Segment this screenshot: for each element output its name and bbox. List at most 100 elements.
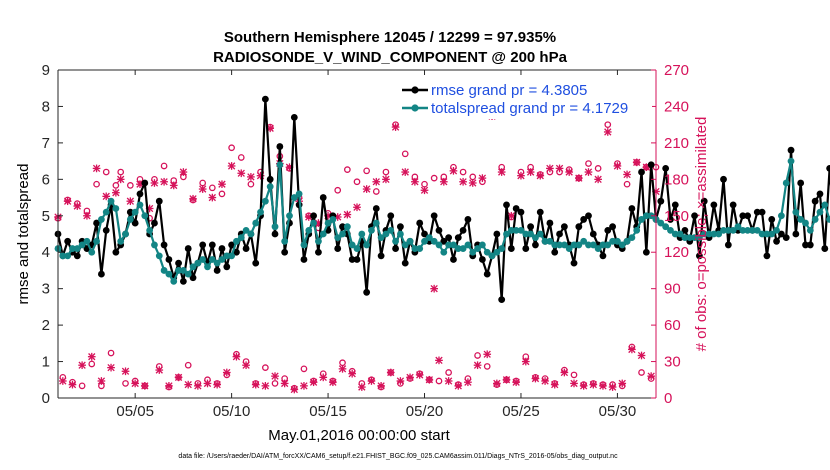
spread-point — [136, 201, 144, 209]
spread-point — [609, 237, 616, 245]
spread-point — [271, 223, 279, 231]
obs-assimilated-point — [92, 164, 101, 173]
rmse-point — [155, 197, 163, 205]
x-tick-label: 05/30 — [599, 403, 637, 420]
rmse-point — [392, 245, 399, 252]
obs-assimilated-point — [546, 164, 554, 173]
y-left-tick-label: 2 — [42, 317, 50, 334]
rmse-point — [556, 230, 563, 238]
obs-assimilated-point — [218, 180, 226, 189]
spread-point — [773, 226, 780, 234]
spread-point — [411, 245, 419, 252]
obs-possible-point — [208, 184, 216, 192]
spread-point — [705, 230, 713, 238]
obs-possible-point — [445, 369, 452, 376]
rmse-point — [199, 241, 207, 249]
rmse-point — [691, 212, 698, 220]
spread-point — [696, 234, 703, 242]
obs-assimilated-point — [121, 367, 130, 376]
obs-assimilated-point — [87, 352, 96, 361]
obs-possible-point — [339, 359, 346, 367]
obs-assimilated-point — [367, 377, 376, 385]
rmse-point — [720, 175, 727, 183]
rmse-point — [131, 219, 139, 227]
rmse-point — [271, 230, 279, 238]
spread-point — [339, 230, 346, 238]
obs-assimilated-point — [411, 177, 419, 186]
spread-point — [483, 248, 491, 256]
obs-assimilated-point — [232, 352, 241, 361]
legend-rmse-label: rmse grand pr = 4.3805 — [431, 82, 587, 99]
obs-assimilated-point — [632, 158, 641, 167]
plot-area — [54, 95, 830, 394]
spread-point — [425, 234, 433, 242]
spread-point — [117, 237, 125, 245]
spread-point — [131, 208, 139, 216]
spread-point — [575, 241, 583, 249]
obs-possible-point — [334, 186, 342, 194]
spread-point — [59, 252, 67, 260]
rmse-point — [339, 223, 346, 231]
spread-point — [536, 230, 544, 238]
obs-assimilated-point — [343, 210, 352, 219]
spread-point — [343, 223, 351, 231]
rmse-point — [575, 223, 583, 231]
spread-point — [175, 267, 182, 274]
spread-point — [811, 216, 819, 223]
obs-assimilated-point — [613, 162, 622, 170]
obs-assimilated-point — [300, 382, 308, 390]
obs-assimilated-point — [493, 379, 501, 388]
spread-point — [459, 245, 467, 252]
rmse-point — [440, 237, 448, 245]
rmse-point — [816, 190, 824, 198]
spread-point — [358, 230, 366, 238]
y-left-tick-label: 5 — [42, 208, 50, 225]
spread-point — [826, 216, 830, 223]
rmse-point — [151, 219, 158, 227]
spread-point — [165, 270, 173, 278]
obs-assimilated-point — [497, 168, 506, 176]
obs-possible-point — [112, 182, 120, 189]
spread-point — [787, 157, 795, 165]
obs-assimilated-point — [247, 173, 255, 181]
spread-point — [681, 234, 689, 242]
spread-point — [397, 230, 404, 238]
rmse-point — [310, 212, 317, 220]
obs-assimilated-point — [194, 382, 202, 390]
rmse-point — [787, 146, 795, 154]
spread-point — [710, 230, 718, 238]
obs-possible-point — [363, 167, 370, 175]
rmse-point — [560, 223, 568, 231]
obs-assimilated-point — [102, 192, 111, 201]
rmse-point — [647, 161, 655, 169]
x-tick-label: 05/05 — [116, 403, 154, 420]
obs-possible-point — [107, 349, 115, 357]
spread-point — [430, 237, 438, 245]
spread-point — [88, 248, 96, 256]
spread-point — [493, 248, 501, 256]
obs-assimilated-point — [222, 368, 231, 377]
legend-box — [397, 77, 652, 119]
y-right-tick-label: 30 — [664, 354, 681, 371]
rmse-point — [512, 205, 520, 212]
obs-possible-point — [199, 179, 207, 187]
obs-assimilated-point — [131, 379, 140, 388]
obs-assimilated-point — [531, 374, 540, 383]
obs-assimilated-point — [213, 380, 221, 389]
x-axis-label: May.01,2016 00:00:00 start — [268, 427, 450, 444]
obs-possible-point — [93, 180, 100, 188]
spread-point — [753, 226, 761, 234]
obs-assimilated-point — [184, 380, 193, 389]
spread-point — [290, 194, 298, 201]
obs-possible-point — [594, 165, 602, 172]
obs-assimilated-point — [382, 175, 390, 184]
spread-point — [199, 256, 207, 263]
spread-point — [83, 237, 91, 245]
spread-point — [633, 226, 641, 234]
spread-point — [686, 234, 694, 242]
rmse-point — [826, 165, 830, 172]
obs-possible-point — [604, 121, 612, 129]
y-left-tick-label: 6 — [42, 171, 50, 188]
obs-possible-point — [638, 369, 645, 376]
rmse-point — [507, 245, 515, 252]
